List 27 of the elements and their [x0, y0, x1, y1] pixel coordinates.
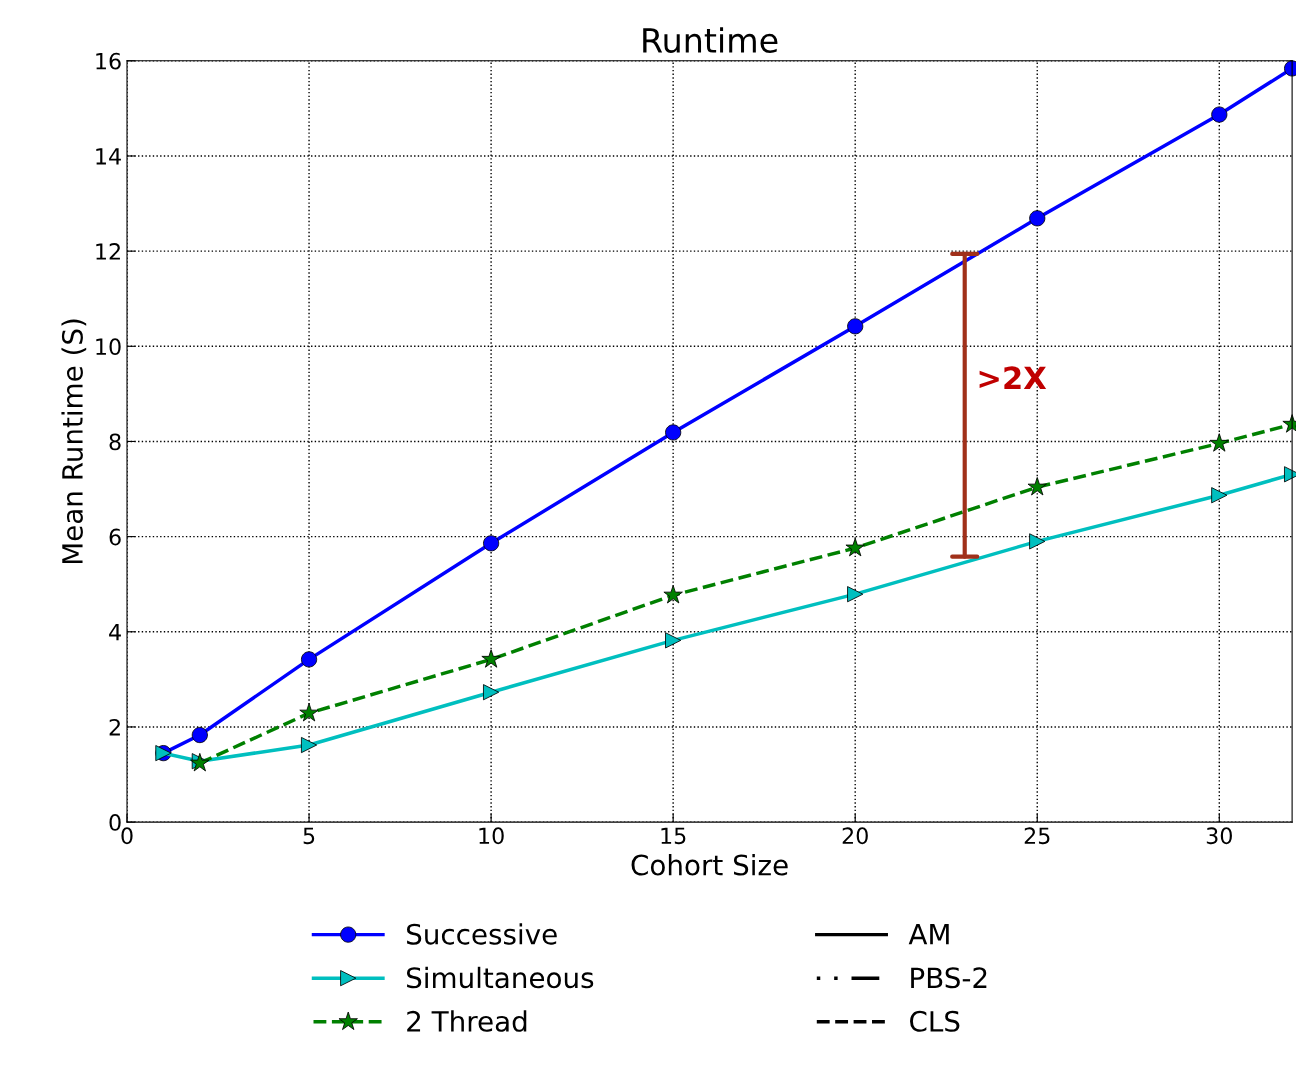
point [301, 736, 318, 754]
y-tick-label: 14 [96, 148, 121, 165]
legend-label: Successive [406, 923, 557, 945]
x-tick-label: 15 [661, 827, 686, 845]
x-tick-label: 30 [1206, 827, 1232, 845]
legend-label: CLS [910, 1010, 960, 1032]
y-tick-label: 16 [96, 52, 121, 70]
y-tick-label: 12 [96, 243, 120, 260]
legend-label: 2 Thread [407, 1010, 527, 1032]
legend-label: Simultaneous [406, 966, 594, 989]
y-tick-label: 10 [96, 338, 121, 356]
y-axis-title: Mean Runtime (S) [61, 319, 87, 564]
x-tick-label: 5 [303, 827, 315, 845]
y-tick-label: 6 [109, 528, 121, 546]
legend-label: PBS-2 [911, 967, 987, 989]
x-tick-label: 25 [1024, 827, 1050, 845]
x-tick-label: 10 [479, 827, 504, 845]
x-tick-label: 0 [121, 827, 133, 845]
x-tick-label: 20 [842, 827, 868, 845]
y-tick-label: 4 [109, 624, 121, 641]
y-tick-label: 0 [109, 814, 121, 831]
x-axis-title: Cohort Size [631, 854, 788, 876]
chart-title: Runtime [643, 27, 778, 53]
annotation: >2X [979, 366, 1047, 389]
y-tick-label: 8 [109, 433, 121, 451]
legend-label: AM [908, 924, 949, 945]
y-tick-label: 2 [109, 718, 120, 736]
